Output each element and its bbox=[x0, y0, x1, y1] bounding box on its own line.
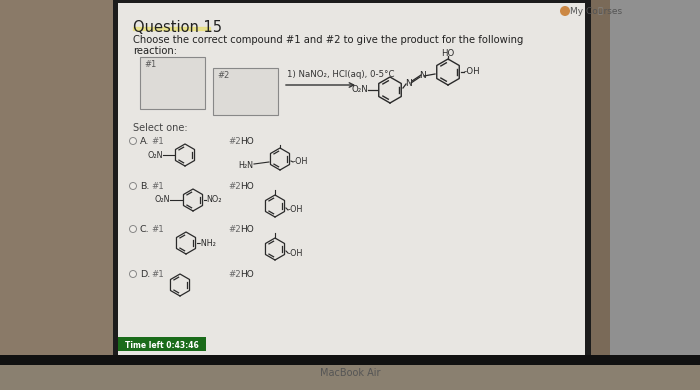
Circle shape bbox=[130, 138, 136, 145]
Text: HO: HO bbox=[240, 137, 253, 146]
Text: H₂N: H₂N bbox=[238, 161, 253, 170]
Text: O₂N: O₂N bbox=[351, 85, 368, 94]
Circle shape bbox=[130, 183, 136, 190]
Text: -NH₂: -NH₂ bbox=[199, 239, 217, 248]
Circle shape bbox=[130, 225, 136, 232]
Text: -OH: -OH bbox=[293, 158, 309, 167]
Text: N: N bbox=[405, 78, 412, 87]
Circle shape bbox=[130, 271, 136, 278]
Text: N: N bbox=[419, 71, 426, 80]
Text: Question 15: Question 15 bbox=[133, 20, 222, 35]
Bar bbox=[113, 0, 591, 362]
Bar bbox=[610, 0, 700, 390]
Bar bbox=[213, 68, 278, 115]
Text: 🔔: 🔔 bbox=[598, 7, 603, 16]
Bar bbox=[0, 355, 700, 365]
Text: -OH: -OH bbox=[288, 248, 303, 257]
Text: Select one:: Select one: bbox=[133, 123, 188, 133]
Text: #1: #1 bbox=[151, 182, 164, 191]
Text: #1: #1 bbox=[144, 60, 156, 69]
Text: Choose the correct compound #1 and #2 to give the product for the following: Choose the correct compound #1 and #2 to… bbox=[133, 35, 524, 45]
Bar bbox=[0, 362, 700, 390]
Text: #2: #2 bbox=[228, 270, 241, 279]
Text: My Courses: My Courses bbox=[570, 7, 622, 16]
Bar bbox=[0, 0, 115, 390]
Text: reaction:: reaction: bbox=[133, 46, 177, 56]
Text: D.: D. bbox=[140, 270, 150, 279]
Text: MacBook Air: MacBook Air bbox=[320, 368, 380, 378]
Text: #2: #2 bbox=[228, 137, 241, 146]
Text: #1: #1 bbox=[151, 137, 164, 146]
Bar bbox=[118, 337, 206, 351]
Text: O₂N: O₂N bbox=[155, 195, 170, 204]
Text: B.: B. bbox=[140, 182, 149, 191]
Text: HO: HO bbox=[240, 225, 253, 234]
Text: HO: HO bbox=[240, 270, 253, 279]
Text: -OH: -OH bbox=[288, 206, 303, 214]
Text: Time left 0:43:46: Time left 0:43:46 bbox=[125, 340, 199, 349]
Text: #2: #2 bbox=[217, 71, 230, 80]
Text: O₂N: O₂N bbox=[148, 151, 163, 160]
Text: HO: HO bbox=[442, 48, 454, 57]
Text: A.: A. bbox=[140, 137, 149, 146]
Bar bbox=[118, 3, 585, 356]
Text: #1: #1 bbox=[151, 225, 164, 234]
Bar bbox=[140, 57, 205, 109]
Text: NO₂: NO₂ bbox=[206, 195, 221, 204]
Text: -OH: -OH bbox=[464, 67, 481, 76]
Text: HO: HO bbox=[240, 182, 253, 191]
Text: C.: C. bbox=[140, 225, 150, 234]
Text: #2: #2 bbox=[228, 225, 241, 234]
Text: 1) NaNO₂, HCl(aq), 0-5°C: 1) NaNO₂, HCl(aq), 0-5°C bbox=[287, 70, 395, 79]
Text: #1: #1 bbox=[151, 270, 164, 279]
Text: #2: #2 bbox=[228, 182, 241, 191]
Circle shape bbox=[560, 6, 570, 16]
